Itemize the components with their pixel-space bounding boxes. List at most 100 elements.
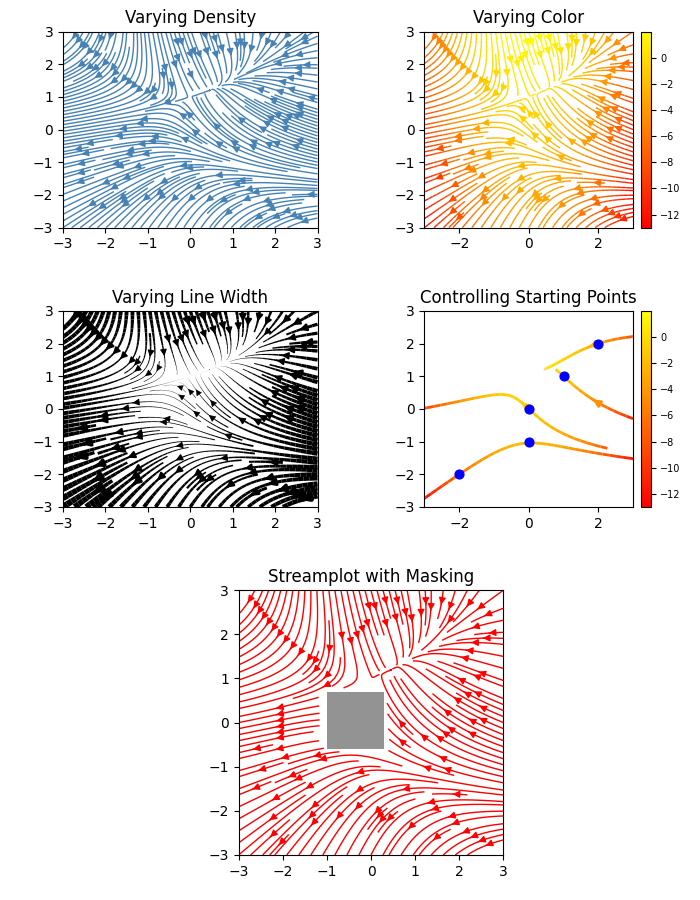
FancyArrowPatch shape [150, 138, 155, 144]
FancyArrowPatch shape [313, 665, 320, 672]
FancyArrowPatch shape [76, 36, 82, 42]
FancyArrowPatch shape [288, 772, 296, 777]
FancyArrowPatch shape [181, 113, 187, 119]
FancyArrowPatch shape [95, 485, 104, 492]
FancyArrowPatch shape [291, 386, 298, 391]
FancyArrowPatch shape [187, 112, 193, 118]
FancyArrowPatch shape [76, 146, 82, 151]
FancyArrowPatch shape [99, 417, 108, 422]
FancyArrowPatch shape [146, 370, 152, 375]
FancyArrowPatch shape [177, 385, 183, 391]
FancyArrowPatch shape [184, 317, 189, 324]
FancyArrowPatch shape [211, 35, 217, 41]
FancyArrowPatch shape [440, 598, 445, 605]
FancyArrowPatch shape [172, 60, 177, 68]
FancyArrowPatch shape [148, 350, 154, 356]
Title: Varying Line Width: Varying Line Width [112, 289, 268, 307]
FancyArrowPatch shape [213, 51, 218, 58]
FancyArrowPatch shape [281, 387, 288, 392]
FancyArrowPatch shape [374, 806, 382, 814]
FancyArrowPatch shape [124, 174, 130, 179]
FancyArrowPatch shape [83, 42, 89, 49]
FancyArrowPatch shape [431, 806, 439, 810]
FancyArrowPatch shape [214, 123, 220, 130]
FancyArrowPatch shape [267, 116, 274, 122]
FancyArrowPatch shape [302, 39, 308, 43]
FancyArrowPatch shape [602, 206, 608, 211]
FancyArrowPatch shape [246, 186, 253, 192]
FancyArrowPatch shape [286, 114, 292, 120]
FancyArrowPatch shape [271, 98, 277, 104]
FancyArrowPatch shape [456, 133, 461, 139]
FancyArrowPatch shape [454, 698, 461, 704]
FancyArrowPatch shape [111, 64, 117, 70]
FancyArrowPatch shape [256, 213, 262, 219]
FancyArrowPatch shape [537, 34, 542, 40]
FancyArrowPatch shape [276, 734, 284, 740]
FancyArrowPatch shape [479, 173, 485, 178]
FancyArrowPatch shape [484, 79, 489, 86]
FancyArrowPatch shape [610, 94, 617, 99]
FancyArrowPatch shape [589, 341, 598, 346]
FancyArrowPatch shape [312, 801, 318, 808]
FancyArrowPatch shape [234, 42, 239, 49]
Title: Controlling Starting Points: Controlling Starting Points [421, 289, 637, 307]
FancyArrowPatch shape [161, 349, 166, 355]
FancyArrowPatch shape [269, 205, 275, 211]
FancyArrowPatch shape [348, 637, 354, 644]
FancyArrowPatch shape [295, 775, 302, 780]
FancyArrowPatch shape [211, 400, 216, 407]
FancyArrowPatch shape [226, 209, 232, 215]
FancyArrowPatch shape [276, 716, 284, 723]
FancyArrowPatch shape [463, 692, 471, 698]
FancyArrowPatch shape [165, 335, 170, 341]
FancyArrowPatch shape [508, 56, 513, 62]
FancyArrowPatch shape [275, 60, 281, 66]
FancyArrowPatch shape [288, 489, 296, 494]
FancyArrowPatch shape [282, 126, 288, 131]
FancyArrowPatch shape [308, 192, 314, 197]
FancyArrowPatch shape [578, 190, 584, 195]
FancyArrowPatch shape [258, 87, 264, 93]
FancyArrowPatch shape [122, 75, 127, 81]
FancyArrowPatch shape [302, 34, 308, 40]
FancyArrowPatch shape [428, 604, 434, 610]
FancyArrowPatch shape [94, 474, 103, 481]
FancyArrowPatch shape [479, 671, 486, 677]
FancyArrowPatch shape [97, 460, 105, 465]
FancyArrowPatch shape [264, 122, 270, 127]
FancyArrowPatch shape [295, 71, 302, 76]
FancyArrowPatch shape [114, 347, 120, 354]
FancyArrowPatch shape [614, 40, 620, 45]
FancyArrowPatch shape [421, 734, 428, 741]
FancyArrowPatch shape [402, 786, 409, 791]
FancyArrowPatch shape [595, 112, 601, 117]
FancyArrowPatch shape [144, 194, 150, 200]
FancyArrowPatch shape [524, 440, 533, 445]
FancyArrowPatch shape [620, 45, 626, 50]
FancyArrowPatch shape [83, 320, 90, 327]
FancyArrowPatch shape [582, 35, 588, 40]
FancyArrowPatch shape [524, 39, 528, 45]
FancyArrowPatch shape [559, 202, 566, 208]
FancyArrowPatch shape [601, 80, 607, 86]
FancyArrowPatch shape [461, 63, 466, 69]
FancyArrowPatch shape [466, 68, 472, 74]
FancyArrowPatch shape [598, 97, 605, 102]
FancyArrowPatch shape [275, 112, 281, 118]
FancyArrowPatch shape [607, 127, 613, 132]
FancyArrowPatch shape [161, 178, 167, 184]
FancyArrowPatch shape [270, 814, 276, 820]
FancyArrowPatch shape [253, 745, 260, 751]
FancyArrowPatch shape [190, 48, 195, 54]
FancyArrowPatch shape [473, 623, 480, 628]
FancyArrowPatch shape [469, 719, 476, 724]
FancyArrowPatch shape [265, 474, 273, 480]
FancyArrowPatch shape [466, 648, 473, 653]
FancyArrowPatch shape [102, 338, 108, 344]
FancyArrowPatch shape [255, 419, 261, 425]
FancyArrowPatch shape [286, 407, 293, 412]
FancyArrowPatch shape [448, 813, 456, 818]
FancyArrowPatch shape [290, 642, 297, 649]
FancyArrowPatch shape [387, 814, 394, 821]
